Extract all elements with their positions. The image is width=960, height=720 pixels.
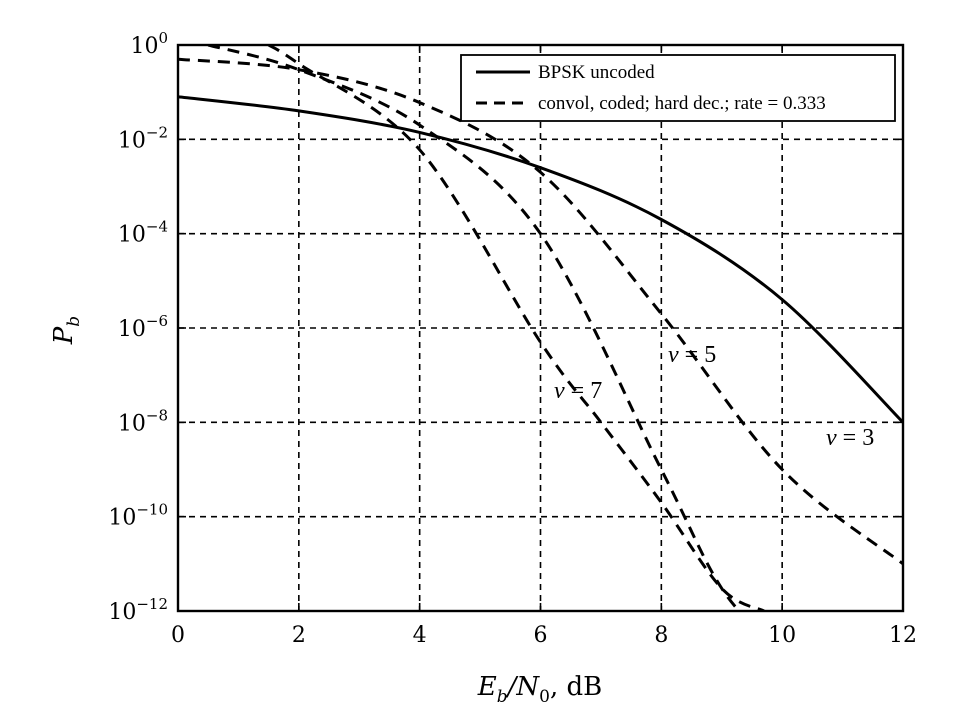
series-v7 [267,45,765,611]
x-tick-labels: 0 2 4 6 8 10 12 [171,623,917,648]
curve-label-v5-eq: = 5 [679,342,717,368]
y-tick-label-0: 100 [130,29,168,59]
y-axis-label: Pb [49,316,84,345]
y-tick-label-4: 10−8 [118,406,168,436]
curve-label-v7: v = 7 [554,378,602,404]
y-label-b: b [64,316,84,327]
curve-label-v3-v: v [826,425,837,451]
x-tick-label-4: 8 [654,623,668,648]
curve-label-v3-eq: = 3 [837,425,875,451]
grid-lines [178,45,903,611]
x-tick-label-2: 4 [413,623,427,648]
legend-label-convol: convol, coded; hard dec.; rate = 0.333 [538,93,826,114]
x-label-slash-N: /N [505,672,541,702]
x-tick-label-5: 10 [768,623,796,648]
curve-label-v7-v: v [554,378,565,404]
x-axis-label: Eb/N0, dB [477,672,603,707]
curves [178,45,903,611]
y-tick-labels: 100 10−2 10−4 10−6 10−8 10−10 10−12 [108,29,168,625]
x-label-zero: 0 [539,687,550,707]
x-label-b: b [497,687,508,707]
tick-marks [177,44,904,612]
x-label-unit: , dB [550,672,602,702]
x-tick-label-6: 12 [889,623,917,648]
y-tick-label-2: 10−4 [118,218,168,248]
y-tick-label-1: 10−2 [118,123,168,153]
curve-label-v5-v: v [668,342,679,368]
curve-label-v3: v = 3 [826,425,874,451]
legend: BPSK uncoded convol, coded; hard dec.; r… [460,54,896,122]
y-tick-label-3: 10−6 [118,312,168,342]
series-bpsk [178,95,903,424]
series-v3 [178,57,903,565]
legend-label-bpsk: BPSK uncoded [538,62,655,83]
y-tick-label-5: 10−10 [108,501,168,531]
series-v5 [207,45,742,611]
x-tick-label-1: 2 [292,623,306,648]
y-label-P: P [49,326,79,345]
legend-box [460,54,896,122]
curve-label-v7-eq: = 7 [565,378,603,404]
curve-label-v5: v = 5 [668,342,716,368]
x-tick-label-3: 6 [534,623,548,648]
x-label-E: E [477,672,497,702]
y-tick-label-6: 10−12 [108,595,168,625]
x-tick-label-0: 0 [171,623,185,648]
